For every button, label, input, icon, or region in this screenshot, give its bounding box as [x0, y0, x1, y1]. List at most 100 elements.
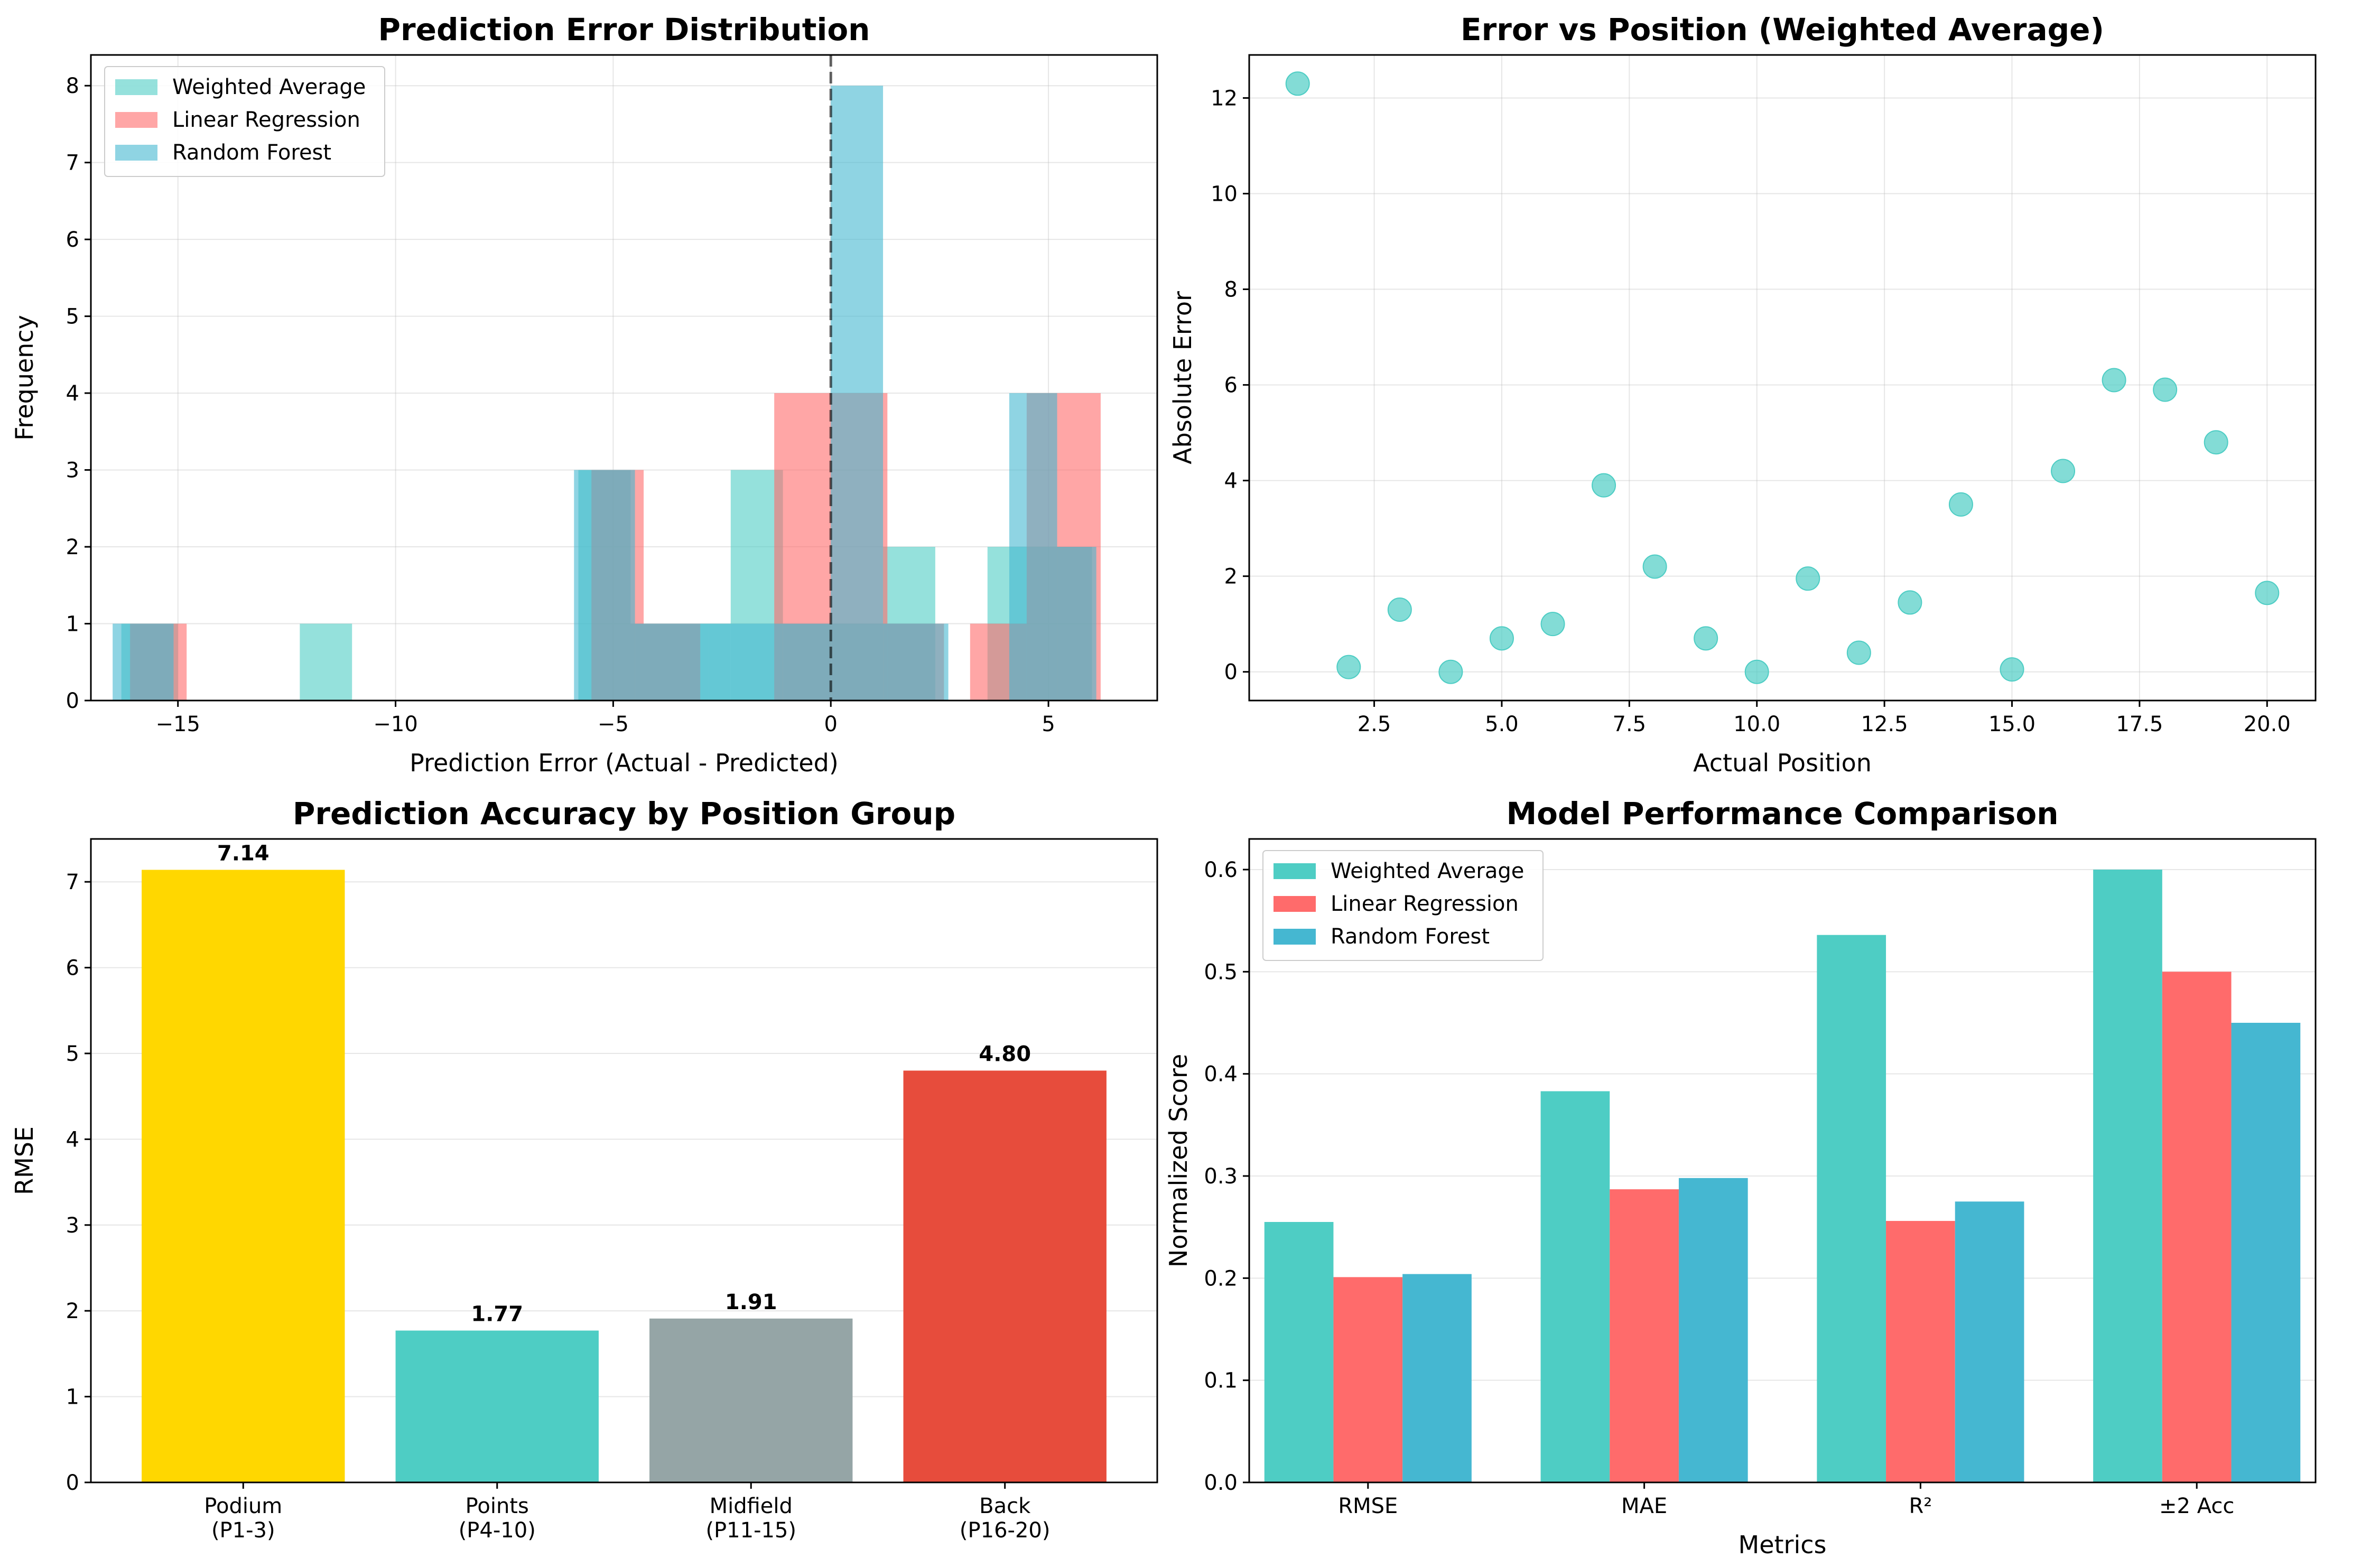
- perf-bar: [1540, 1091, 1610, 1482]
- perf-legend-swatch: [1274, 896, 1316, 912]
- perf-x-axis-label: Metrics: [1739, 1530, 1827, 1559]
- scatter-point: [2102, 368, 2126, 393]
- groups-y-tick-label: 3: [66, 1214, 79, 1238]
- perf-y-tick-label: 0.4: [1204, 1062, 1238, 1087]
- scatter-y-tick-label: 10: [1211, 182, 1238, 207]
- scatter-point: [1387, 598, 1412, 622]
- perf-legend-box: [1262, 850, 1544, 961]
- hist-y-tick-label: 5: [66, 305, 79, 329]
- hist-y-tick-label: 0: [66, 689, 79, 713]
- hist-x-tick-label: 0: [824, 712, 838, 736]
- scatter-point: [1846, 640, 1871, 665]
- perf-legend-label: Linear Regression: [1331, 892, 1519, 916]
- hist-bar: [1057, 547, 1096, 701]
- groups-x-tick-label: Podium: [204, 1494, 282, 1518]
- perf-bar: [1610, 1189, 1679, 1482]
- perf-legend-swatch: [1274, 929, 1316, 945]
- perf-bar: [1886, 1221, 1955, 1482]
- groups-x-tick-label: (P1-3): [211, 1518, 275, 1543]
- hist-y-tick-label: 7: [66, 151, 79, 175]
- scatter-x-tick-label: 12.5: [1861, 712, 1908, 736]
- groups-x-tick-label: (P4-10): [459, 1518, 536, 1543]
- scatter-point: [1898, 590, 1922, 615]
- scatter-point: [1592, 473, 1616, 498]
- scatter-point: [1796, 566, 1820, 591]
- groups-y-axis-label: RMSE: [10, 1126, 39, 1195]
- scatter-x-axis-label: Actual Position: [1693, 749, 1872, 777]
- perf-y-tick-label: 0.2: [1204, 1266, 1238, 1291]
- scatter-point: [1438, 659, 1463, 684]
- scatter-y-tick-label: 8: [1224, 278, 1238, 302]
- scatter-y-tick-label: 6: [1224, 374, 1238, 398]
- hist-axes-frame: [90, 54, 1158, 702]
- scatter-x-tick-label: 17.5: [2116, 712, 2163, 736]
- hist-bar: [831, 86, 884, 701]
- groups-y-tick-label: 0: [66, 1471, 79, 1495]
- hist-legend-box: [104, 66, 385, 177]
- hist-legend-label: Weighted Average: [172, 75, 366, 99]
- hist-legend-swatch: [115, 79, 157, 95]
- hist-bar: [635, 623, 709, 701]
- perf-y-tick-label: 0.3: [1204, 1164, 1238, 1189]
- scatter-x-tick-label: 15.0: [1988, 712, 2035, 736]
- scatter-point: [2255, 581, 2280, 605]
- perf-legend-swatch: [1274, 863, 1316, 879]
- groups-title: Prediction Accuracy by Position Group: [293, 796, 955, 832]
- hist-y-tick-label: 6: [66, 228, 79, 252]
- scatter-x-tick-label: 10.0: [1733, 712, 1780, 736]
- scatter-axes-frame: [1248, 54, 2317, 702]
- perf-bar: [1817, 935, 1886, 1482]
- hist-bar: [113, 623, 174, 701]
- hist-bar: [883, 623, 949, 701]
- perf-legend-label: Random Forest: [1331, 925, 1490, 949]
- scatter-point: [1744, 659, 1769, 684]
- perf-bar: [1264, 1222, 1334, 1482]
- hist-bar: [783, 623, 831, 701]
- perf-bar: [1678, 1178, 1748, 1482]
- subplot-groups: 0 1 2 3 4 5 6 7 7.14 Podium(P1-3) 1.77 Points(P4-10…: [10, 796, 1158, 1543]
- scatter-x-tick-label: 2.5: [1358, 712, 1391, 736]
- scatter-y-tick-label: 0: [1224, 660, 1238, 685]
- groups-bar: [395, 1330, 599, 1482]
- perf-bar: [2162, 972, 2232, 1482]
- groups-value-label: 1.91: [725, 1290, 777, 1314]
- perf-legend-label: Weighted Average: [1331, 859, 1524, 883]
- scatter-point: [2153, 377, 2178, 402]
- hist-y-tick-label: 3: [66, 459, 79, 483]
- scatter-point: [2204, 430, 2228, 455]
- perf-y-tick-label: 0.1: [1204, 1369, 1238, 1393]
- groups-bar: [142, 870, 345, 1482]
- scatter-x-tick-label: 7.5: [1613, 712, 1647, 736]
- perf-bar: [1333, 1277, 1403, 1482]
- perf-bar: [2093, 870, 2162, 1482]
- scatter-point: [1285, 71, 1310, 96]
- perf-title: Model Performance Comparison: [1506, 796, 2058, 832]
- hist-x-axis-label: Prediction Error (Actual - Predicted): [410, 749, 839, 777]
- scatter-y-axis-label: Absolute Error: [1168, 291, 1197, 464]
- hist-y-tick-label: 1: [66, 612, 79, 637]
- scatter-y-tick-label: 12: [1211, 86, 1238, 110]
- groups-bar: [903, 1070, 1107, 1482]
- hist-x-tick-label: 5: [1042, 712, 1055, 736]
- perf-y-axis-label: Normalized Score: [1164, 1054, 1193, 1267]
- perf-x-tick-label: MAE: [1621, 1494, 1667, 1518]
- perf-y-tick-label: 0.5: [1204, 960, 1238, 984]
- groups-value-label: 4.80: [979, 1042, 1031, 1066]
- groups-bar: [649, 1318, 853, 1482]
- hist-y-axis-label: Frequency: [10, 315, 39, 441]
- scatter-point: [1540, 612, 1565, 637]
- scatter-point: [2051, 459, 2076, 483]
- scatter-point: [1694, 626, 1718, 651]
- perf-y-tick-label: 0.0: [1204, 1471, 1238, 1495]
- subplot-perf: 0.0 0.1 0.2 0.3 0.4 0.5 0.6 RMSE MAE R² ±2 Acc Mode…: [1164, 796, 2317, 1559]
- perf-bar: [1955, 1201, 2024, 1482]
- groups-x-tick-label: (P11-15): [705, 1518, 796, 1543]
- perf-x-tick-label: ±2 Acc: [2159, 1494, 2234, 1518]
- hist-legend-swatch: [115, 145, 157, 161]
- hist-bar: [1009, 393, 1057, 701]
- scatter-y-tick-label: 2: [1224, 565, 1238, 589]
- hist-legend-label: Random Forest: [172, 141, 331, 165]
- hist-bar: [574, 470, 635, 701]
- hist-x-tick-label: −10: [373, 712, 417, 736]
- groups-value-label: 7.14: [217, 841, 269, 865]
